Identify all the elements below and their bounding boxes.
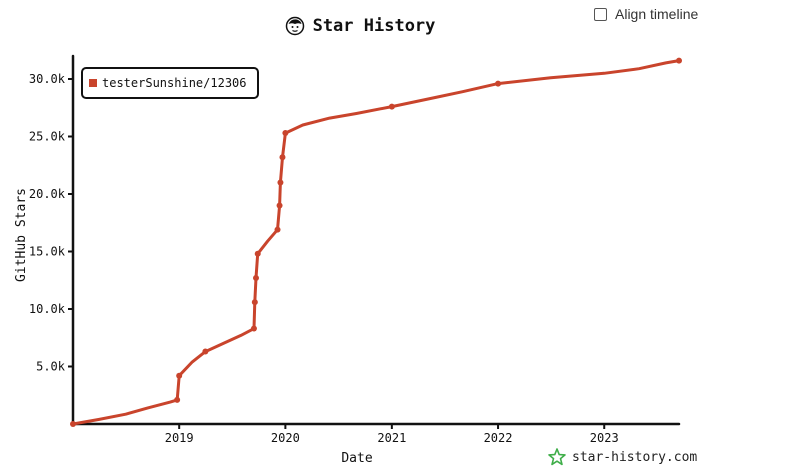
data-point-marker xyxy=(274,226,281,233)
data-point-marker xyxy=(252,274,259,281)
x-tick-label: 2021 xyxy=(377,431,406,445)
star-history-brand[interactable]: star-history.com xyxy=(548,448,697,466)
data-point-marker xyxy=(254,250,261,257)
x-axis-title: Date xyxy=(341,451,372,466)
data-point-marker xyxy=(282,130,289,137)
y-axis-title: GitHub Stars xyxy=(14,188,29,282)
data-point-marker xyxy=(174,396,181,403)
legend-label: testerSunshine/12306 xyxy=(102,76,247,90)
y-tick-label: 30.0k xyxy=(29,72,66,86)
data-point-marker xyxy=(277,179,284,186)
y-tick-label: 5.0k xyxy=(36,360,66,374)
chart-title: Star History xyxy=(312,16,436,36)
series-line xyxy=(71,59,681,426)
y-tick-label: 25.0k xyxy=(29,130,66,144)
star-history-brand-icon xyxy=(548,448,566,466)
x-tick-label: 2022 xyxy=(484,431,513,445)
star-history-logo-icon xyxy=(285,16,304,36)
data-point-marker xyxy=(70,421,76,427)
chart-header: Star History xyxy=(0,16,720,36)
x-tick-label: 2019 xyxy=(165,431,194,445)
legend: testerSunshine/12306 xyxy=(81,67,259,99)
x-tick-label: 2023 xyxy=(590,431,619,445)
data-point-marker xyxy=(276,202,283,209)
legend-swatch xyxy=(89,79,97,87)
x-tick-label: 2020 xyxy=(271,431,300,445)
align-timeline-label: Align timeline xyxy=(615,6,699,22)
data-point-marker xyxy=(495,80,502,87)
data-point-marker xyxy=(176,372,183,379)
data-point-marker xyxy=(250,325,257,332)
y-tick-label: 10.0k xyxy=(29,302,66,316)
star-history-brand-label: star-history.com xyxy=(572,449,698,465)
y-tick-label: 15.0k xyxy=(29,245,66,259)
align-timeline-toggle[interactable]: Align timeline xyxy=(594,6,698,22)
data-point-marker xyxy=(202,348,209,355)
data-point-marker xyxy=(388,103,395,110)
data-point-marker xyxy=(279,154,286,161)
align-timeline-checkbox[interactable] xyxy=(594,7,607,21)
data-point-marker xyxy=(251,299,258,306)
y-tick-label: 20.0k xyxy=(29,187,66,201)
data-point-marker xyxy=(676,57,682,64)
legend-box xyxy=(81,67,259,99)
